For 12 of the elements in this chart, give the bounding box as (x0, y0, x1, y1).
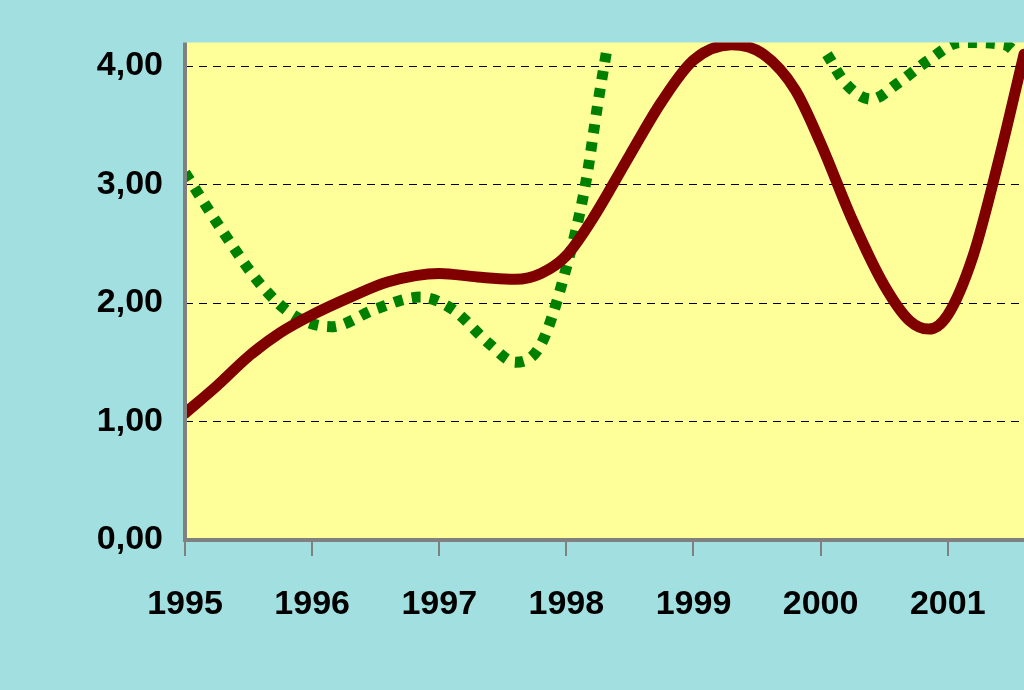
x-tick-label: 2001 (909, 582, 986, 621)
y-tick-label: 3,00 (96, 162, 163, 201)
x-tick-label: 1998 (528, 582, 605, 621)
x-tick-label: 1996 (274, 582, 350, 621)
y-tick-label: 2,00 (96, 281, 163, 320)
y-tick-label: 0,00 (96, 518, 163, 557)
x-tick-label: 1997 (401, 582, 478, 621)
y-tick-label: 1,00 (96, 399, 163, 438)
x-tick-label: 1999 (655, 582, 732, 621)
x-tick-label: 2000 (782, 582, 859, 621)
x-tick-label: 1995 (147, 582, 223, 621)
y-tick-label: 4,00 (96, 44, 163, 83)
